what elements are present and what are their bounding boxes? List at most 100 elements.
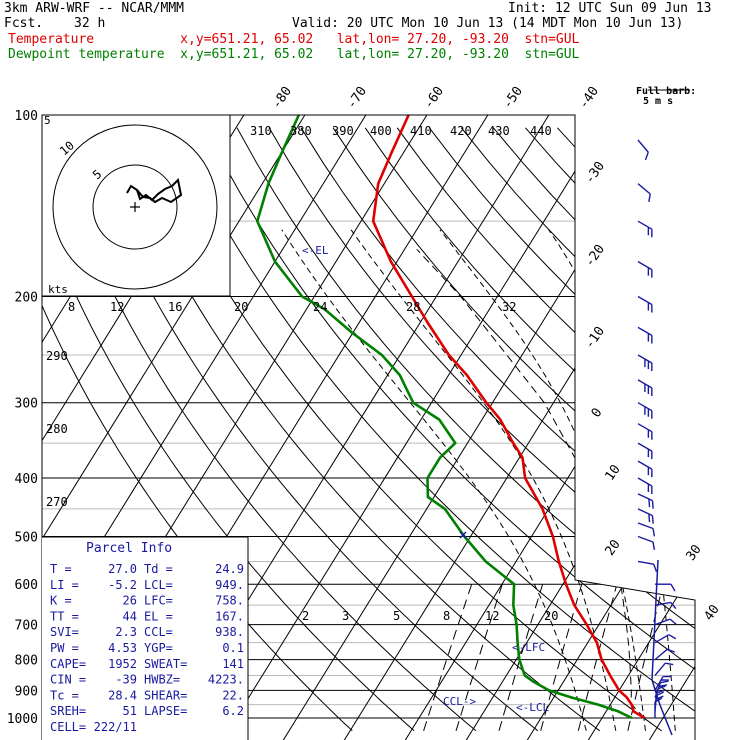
isotherm-label-group: 30 <box>683 542 704 563</box>
wind-barb-staff <box>637 535 654 543</box>
wind-barb-flag <box>651 469 653 478</box>
mixing-ratio-line <box>498 584 544 731</box>
barb-legend-title: Full barb: <box>636 86 696 97</box>
isotherm-label: -50 <box>500 84 526 112</box>
hodograph-corner-label: 5 <box>44 114 51 127</box>
theta-label: 420 <box>450 124 472 138</box>
wind-barb-staff <box>654 662 666 676</box>
pressure-label: 300 <box>15 397 38 412</box>
isotherm-label: -80 <box>269 84 295 112</box>
isotherm-label: -20 <box>582 242 608 270</box>
pressure-label: 100 <box>15 109 38 124</box>
wind-barb-flag <box>652 541 656 551</box>
wind-barb-flag <box>651 451 653 460</box>
theta-label: 270 <box>46 495 68 509</box>
isotherm-label-group: 20 <box>602 537 623 558</box>
hodograph-speed-label: 32 <box>502 300 516 314</box>
wind-barb-flag <box>670 583 676 592</box>
model-title: 3km ARW-WRF -- NCAR/MMM <box>4 1 185 16</box>
wind-barb-staff <box>654 648 668 661</box>
wind-barb <box>654 680 669 698</box>
wind-barb <box>637 508 654 524</box>
isotherm-label: 20 <box>602 537 623 558</box>
forecast-hour: 32 h <box>74 16 106 31</box>
dry-adiabat <box>396 127 695 732</box>
wind-barb-flag <box>651 500 654 509</box>
hodograph-speed-label: 20 <box>234 300 248 314</box>
theta-label: 400 <box>370 124 392 138</box>
mixing-ratio-label: 8 <box>443 609 450 623</box>
parcel-field-label: K = <box>50 594 72 608</box>
wind-marker <box>459 531 467 539</box>
parcel-field-label: TT = <box>50 609 79 623</box>
temperature-legend: Temperature x,y=651.21, 65.02 lat,lon= 2… <box>8 32 580 47</box>
isotherm <box>586 115 695 740</box>
dry-adiabat <box>332 127 695 732</box>
isotherm <box>403 115 695 740</box>
wind-barb-staff <box>637 477 653 487</box>
isotherm <box>281 115 689 740</box>
parcel-field-label: LCL= <box>144 578 173 592</box>
dewpoint-legend: Dewpoint temperature x,y=651.21, 65.02 l… <box>8 47 580 62</box>
wind-barb-flag <box>667 648 676 653</box>
dry-adiabat <box>589 127 695 732</box>
wind-barb <box>637 379 653 396</box>
isotherm-label-group: -50 <box>500 84 526 112</box>
moist-adiabat <box>734 230 739 731</box>
init-time: Init: 12 UTC Sun 09 Jun 13 <box>508 1 712 16</box>
parcel-field-value: 222/11 <box>94 720 137 734</box>
hodograph-speed-label: 8 <box>68 300 75 314</box>
mixing-ratio-label: 5 <box>393 609 400 623</box>
wind-barb-staff <box>637 460 653 470</box>
hodograph-speed-label: 28 <box>406 300 420 314</box>
diagram-frame <box>42 114 696 740</box>
wind-barb-flag <box>644 383 646 392</box>
isotherm-label: 40 <box>701 602 722 623</box>
wind-barb-staff <box>637 326 653 337</box>
parcel-field-value: 44 <box>123 609 137 623</box>
wind-barb-staff <box>637 522 654 530</box>
isotherm-label-group: -40 <box>576 84 602 112</box>
parcel-field-value: 4223. <box>208 673 244 687</box>
wind-barb-flag <box>647 483 650 493</box>
wind-barb-flag <box>647 360 650 370</box>
el-annotation: <-EL <box>302 244 329 257</box>
forecast-label: Fcst. <box>4 16 44 31</box>
mixing-ratio-label: 3 <box>342 609 349 623</box>
dry-adiabat <box>76 127 539 732</box>
pressure-label: 900 <box>15 684 38 699</box>
isotherm-label-group: -70 <box>344 84 370 112</box>
mixing-ratio-label: 20 <box>544 609 558 623</box>
moist-adiabat <box>653 229 695 731</box>
wind-barb-flag <box>651 335 653 344</box>
wind-barb <box>637 423 653 440</box>
hodograph-units: kts <box>48 283 68 296</box>
wind-barb-flag <box>651 387 653 396</box>
wind-barb <box>654 662 674 676</box>
wind-barb <box>637 295 653 313</box>
hodograph-speed-label: 24 <box>313 300 327 314</box>
isotherm-label-group: -80 <box>269 84 295 112</box>
theta-label: 440 <box>530 124 552 138</box>
parcel-field-value: 27.0 <box>108 562 137 576</box>
hodograph-trace <box>126 177 183 204</box>
isotherm <box>220 115 628 740</box>
isotherm-label: 30 <box>683 542 704 563</box>
wind-barb-flag <box>647 429 650 438</box>
pressure-label: 600 <box>15 578 38 593</box>
moist-adiabat <box>281 229 587 731</box>
pressure-label: 200 <box>15 291 38 306</box>
wind-barb-flag <box>644 406 646 415</box>
isotherm-label-group: -60 <box>421 84 447 112</box>
wind-barb-flag <box>669 618 677 625</box>
parcel-field-value: 0.1 <box>222 641 244 655</box>
wind-barb <box>654 601 677 610</box>
dry-adiabat <box>236 127 695 732</box>
wind-barb <box>637 477 653 495</box>
isotherm <box>525 115 695 740</box>
wind-barb-flag <box>648 498 651 508</box>
isotherm-label-group: 10 <box>602 462 623 483</box>
parcel-field-value: 51 <box>123 704 137 718</box>
isotherm-label: 0 <box>589 405 606 420</box>
theta-label: 410 <box>410 124 432 138</box>
